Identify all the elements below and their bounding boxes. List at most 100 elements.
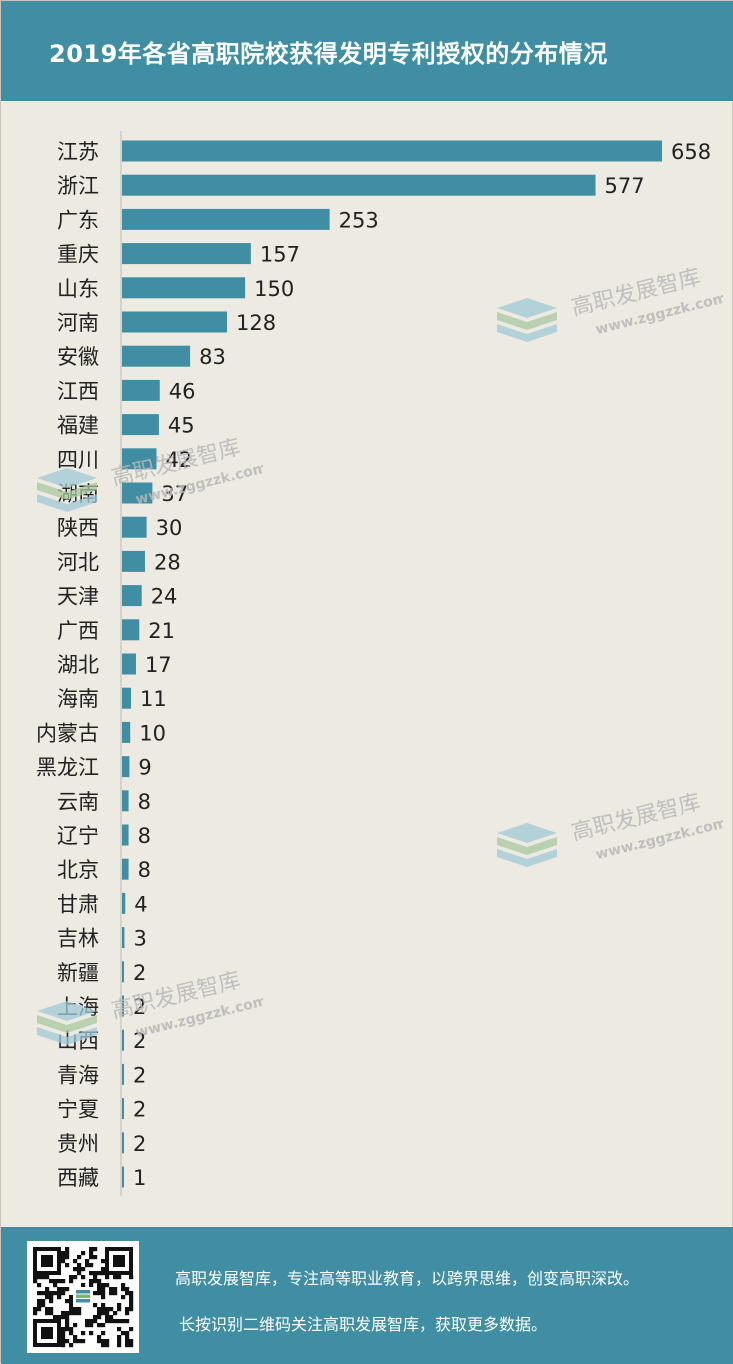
data-label: 37 bbox=[161, 482, 188, 506]
bar bbox=[122, 482, 153, 504]
category-label: 陕西 bbox=[57, 516, 99, 540]
qr-code-pattern bbox=[33, 1247, 134, 1348]
category-label: 海南 bbox=[57, 687, 99, 711]
data-label: 2 bbox=[133, 1029, 146, 1053]
category-label: 内蒙古 bbox=[36, 721, 99, 745]
data-label: 253 bbox=[339, 208, 379, 232]
data-label: 150 bbox=[254, 277, 294, 301]
title-banner: 2019年各省高职院校获得发明专利授权的分布情况 bbox=[1, 1, 733, 101]
data-label: 11 bbox=[140, 687, 167, 711]
bar bbox=[122, 687, 132, 709]
data-label: 28 bbox=[154, 550, 181, 574]
category-label: 浙江 bbox=[57, 174, 99, 198]
data-label: 1 bbox=[133, 1166, 146, 1190]
category-label: 北京 bbox=[57, 858, 99, 882]
bar bbox=[122, 140, 662, 162]
data-label: 157 bbox=[260, 243, 300, 267]
category-label: 宁夏 bbox=[57, 1098, 99, 1122]
category-label: 广西 bbox=[57, 619, 99, 643]
data-label: 24 bbox=[151, 585, 178, 609]
category-label: 山西 bbox=[57, 1029, 99, 1053]
bar bbox=[122, 619, 140, 641]
qr-code-icon[interactable] bbox=[27, 1241, 139, 1353]
category-label: 湖北 bbox=[57, 653, 99, 677]
data-label: 8 bbox=[138, 824, 151, 848]
bar bbox=[122, 721, 131, 743]
data-label: 2 bbox=[133, 995, 146, 1019]
bar bbox=[122, 174, 596, 196]
category-label: 辽宁 bbox=[57, 824, 99, 848]
data-label: 2 bbox=[133, 1132, 146, 1156]
category-label: 福建 bbox=[57, 414, 99, 438]
category-label: 河北 bbox=[57, 550, 99, 574]
category-label: 河南 bbox=[57, 311, 99, 335]
bar bbox=[122, 550, 145, 572]
bar bbox=[122, 414, 159, 436]
category-label: 甘肃 bbox=[57, 892, 99, 916]
bar bbox=[122, 1098, 124, 1120]
bar bbox=[122, 653, 136, 675]
bar bbox=[122, 585, 142, 607]
data-label: 30 bbox=[156, 516, 183, 540]
bar bbox=[122, 927, 125, 949]
footer-slogan: 高职发展智库，专注高等职业教育，以跨界思维，创变高职深改。 bbox=[175, 1269, 640, 1288]
category-label: 西藏 bbox=[57, 1166, 99, 1190]
bar bbox=[122, 995, 124, 1017]
bar bbox=[122, 311, 228, 333]
data-label: 21 bbox=[148, 619, 175, 643]
qr-center-logo-icon bbox=[73, 1287, 93, 1307]
bar bbox=[122, 277, 246, 299]
category-label: 江西 bbox=[57, 379, 99, 403]
category-label: 四川 bbox=[57, 448, 99, 472]
data-label: 45 bbox=[168, 414, 195, 438]
category-label: 青海 bbox=[57, 1063, 99, 1087]
category-label: 吉林 bbox=[57, 927, 99, 951]
bar bbox=[122, 208, 330, 230]
footer-banner: 高职发展智库，专注高等职业教育，以跨界思维，创变高职深改。 长按识别二维码关注高… bbox=[1, 1227, 733, 1364]
data-label: 17 bbox=[145, 653, 172, 677]
bar bbox=[122, 756, 130, 778]
data-label: 577 bbox=[605, 174, 645, 198]
data-label: 42 bbox=[165, 448, 192, 472]
bar bbox=[122, 961, 124, 983]
data-label: 658 bbox=[671, 140, 711, 164]
bar bbox=[122, 345, 191, 367]
bar bbox=[122, 379, 160, 401]
data-label: 2 bbox=[133, 961, 146, 985]
category-label: 重庆 bbox=[57, 243, 99, 267]
data-label: 8 bbox=[138, 790, 151, 814]
data-label: 2 bbox=[133, 1098, 146, 1122]
category-label: 天津 bbox=[57, 585, 99, 609]
bar bbox=[122, 516, 147, 538]
bar bbox=[122, 824, 129, 846]
bar bbox=[122, 1166, 124, 1188]
data-label: 8 bbox=[138, 858, 151, 882]
data-label: 46 bbox=[169, 379, 196, 403]
data-label: 128 bbox=[236, 311, 276, 335]
category-label: 湖南 bbox=[57, 482, 99, 506]
footer-qr-hint: 长按识别二维码关注高职发展智库，获取更多数据。 bbox=[179, 1315, 548, 1334]
data-label: 3 bbox=[133, 927, 146, 951]
bar bbox=[122, 448, 157, 470]
bar bbox=[122, 892, 126, 914]
bar bbox=[122, 243, 251, 265]
category-label: 山东 bbox=[57, 277, 99, 301]
category-label: 新疆 bbox=[57, 961, 99, 985]
category-label: 安徽 bbox=[57, 345, 99, 369]
category-label: 云南 bbox=[57, 790, 99, 814]
category-label: 广东 bbox=[57, 208, 99, 232]
category-label: 贵州 bbox=[57, 1132, 99, 1156]
data-label: 83 bbox=[199, 345, 226, 369]
data-label: 9 bbox=[138, 756, 151, 780]
bar bbox=[122, 1132, 124, 1154]
bar bbox=[122, 1029, 124, 1051]
bar bbox=[122, 858, 129, 880]
category-label: 黑龙江 bbox=[36, 756, 99, 780]
page-title: 2019年各省高职院校获得发明专利授权的分布情况 bbox=[49, 40, 608, 68]
bar bbox=[122, 1063, 124, 1085]
data-label: 10 bbox=[139, 721, 166, 745]
data-label: 4 bbox=[134, 892, 147, 916]
bar bbox=[122, 790, 129, 812]
